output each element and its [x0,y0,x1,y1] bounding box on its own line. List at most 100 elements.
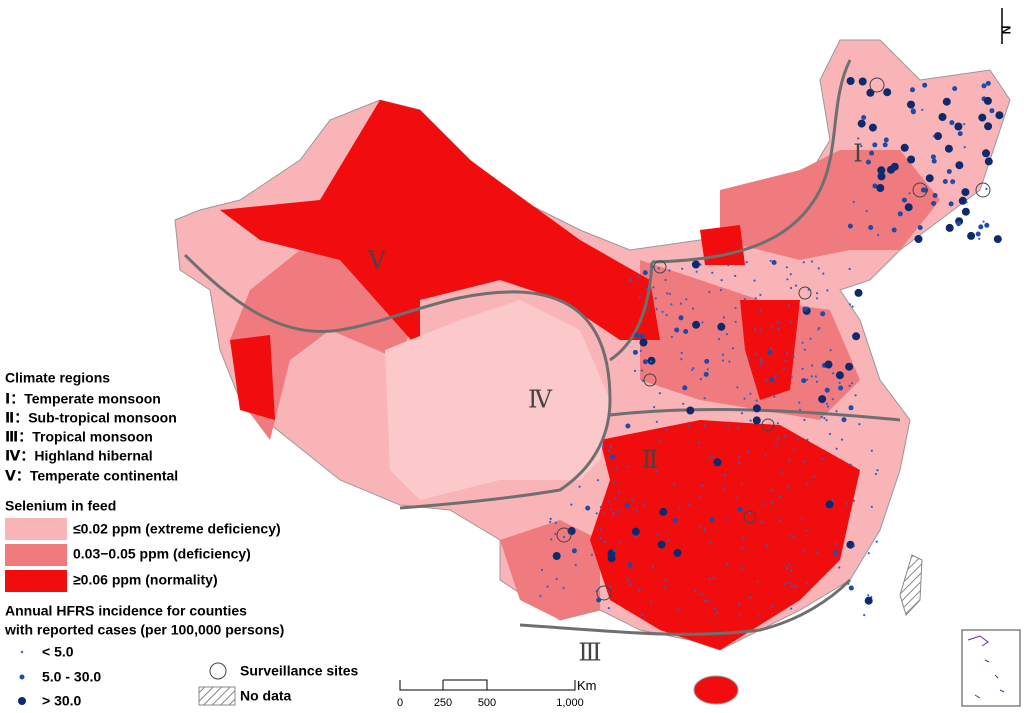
incidence-dot [742,537,745,540]
incidence-dot [740,567,743,570]
incidence-dot [822,272,825,275]
incidence-dot [806,582,809,585]
incidence-dot [672,518,678,523]
incidence-dot [738,461,741,464]
incidence-dot [982,149,990,158]
incidence-dot [877,166,886,175]
incidence-dot [948,201,954,207]
incidence-dot [891,227,897,233]
incidence-dot [805,529,808,532]
incidence-dot [787,304,791,307]
incidence-dot [692,307,695,310]
region-label: Ⅳ [528,388,553,414]
legend-item: Surveillance sites [240,663,359,679]
incidence-dot [642,270,648,276]
incidence-dot [794,284,798,287]
incidence-dot [753,279,756,282]
normality-area [590,420,860,650]
incidence-dot [865,159,871,165]
incidence-dot [740,482,743,485]
incidence-dot [803,550,807,553]
scale-line [443,679,488,690]
incidence-dot [820,311,826,317]
incidence-dot [655,420,658,423]
incidence-dot [790,569,793,572]
incidence-dot [758,614,761,618]
incidence-dot [824,387,830,393]
incidence-dot [546,585,549,588]
incidence-dot [805,482,809,485]
incidence-dot [625,423,631,429]
incidence-dot [852,332,861,341]
incidence-dot [956,221,962,227]
incidence-dot [861,115,867,120]
surveillance-sites [556,77,991,601]
incidence-dot [877,172,886,181]
incidence-dot [850,382,854,385]
incidence-dot [810,260,814,263]
incidence-dot [934,132,942,141]
incidence-dot [539,594,542,598]
scale-label: 1,000 [556,697,584,709]
incidence-dot [752,404,761,413]
incidence-dot [570,503,573,506]
incidence-dot [737,426,740,429]
incidence-dot [801,378,807,384]
incidence-dot [792,535,796,539]
incidence-dot [794,585,797,588]
incidence-dot [725,333,729,336]
incidence-dot [852,499,856,502]
incidence-dot [787,486,790,489]
incidence-dot [981,83,987,89]
incidence-dot [985,187,988,190]
incidence-dot [653,406,656,409]
incidence-dot [870,449,873,452]
incidence-dot [770,489,773,492]
incidence-dot [734,306,737,309]
boundary-line [183,253,612,510]
incidence-dot [599,505,603,509]
incidence-dot [638,296,641,299]
incidence-dot [562,587,565,590]
incidence-dot [870,505,873,508]
incidence-dot [652,286,655,289]
incidence-dot [931,158,937,164]
taiwan-no-data [899,554,923,616]
incidence-dot [609,508,613,511]
incidence-dot [876,469,879,472]
incidence-dot [775,444,778,447]
boundary-line [609,261,654,362]
incidence-dot [771,260,777,265]
incidence-dot [784,583,787,586]
incidence-dot [685,298,688,301]
incidence-dot [852,544,856,548]
incidence-dot [883,137,889,143]
incidence-dot [801,367,804,370]
incidence-dot [626,465,629,469]
incidence-dot [914,235,923,243]
incidence-dot [767,350,773,355]
incidence-dot [852,200,855,203]
incidence-dot [865,210,868,213]
incidence-dot [726,518,730,522]
incidence-dot [578,485,581,488]
incidence-dot [847,223,853,229]
incidence-dot [777,321,780,324]
incidence-dot [875,540,878,543]
incidence-dot [722,487,726,490]
incidence-dot [681,267,684,270]
incidence-dot [789,273,792,276]
incidence-dot [965,201,968,204]
incidence-dot [609,586,612,589]
incidence-dot [847,582,850,585]
incidence-dot [945,223,954,232]
incidence-dot [786,278,789,281]
region-label: Ⅴ [367,249,386,275]
incidence-dot [811,364,814,367]
incidence-dot [788,459,791,462]
incidence-dot [677,608,680,611]
incidence-dot [809,337,812,340]
incidence-dot [668,292,671,295]
incidence-dot [863,614,866,617]
